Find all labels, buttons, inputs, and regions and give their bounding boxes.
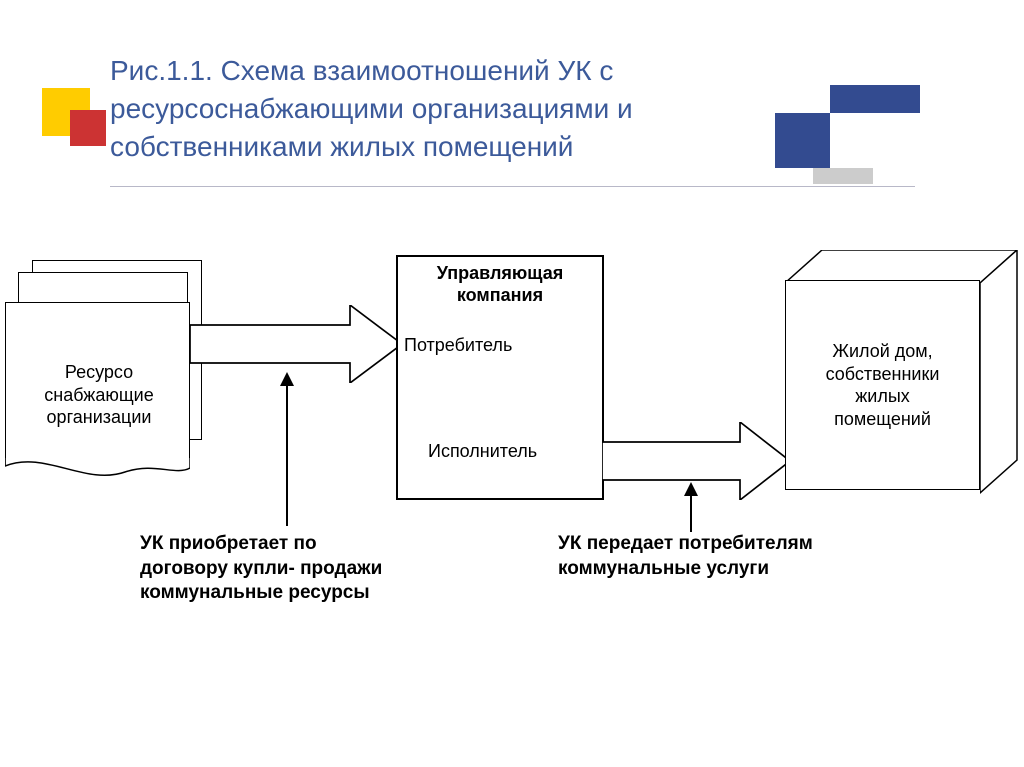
diagram: Ресурсоснабжающиеорганизации Управляющая…: [0, 260, 1024, 660]
supplier-label: Ресурсоснабжающиеорганизации: [24, 361, 174, 429]
pointer-right-head: [684, 482, 698, 496]
doc-wavy-edge: [5, 458, 190, 486]
deco-rect-blue: [830, 85, 920, 113]
slide-title-block: Рис.1.1. Схема взаимоотношений УК с ресу…: [110, 52, 730, 165]
uk-role-consumer: Потребитель: [404, 335, 512, 356]
cube-front-face: Жилой дом,собственникижилыхпомещений: [785, 280, 980, 490]
deco-rect-gray: [813, 168, 873, 184]
cube-side-face: [980, 250, 1020, 494]
uk-role-executor: Исполнитель: [428, 441, 537, 462]
house-label: Жилой дом,собственникижилыхпомещений: [820, 340, 946, 430]
uk-title: Управляющаякомпания: [398, 257, 602, 306]
uk-box: Управляющаякомпания Потребитель Исполнит…: [396, 255, 604, 500]
title-underline: [110, 186, 915, 187]
doc-stack-front: Ресурсоснабжающиеорганизации: [5, 302, 190, 460]
deco-square-red: [70, 110, 106, 146]
arrow-supply-to-uk: [190, 305, 402, 383]
caption-left: УК приобретает подоговору купли- продажи…: [140, 532, 430, 606]
pointer-left-line: [286, 386, 288, 526]
pointer-right-line: [690, 496, 692, 532]
slide-title: Рис.1.1. Схема взаимоотношений УК с ресу…: [110, 52, 730, 165]
deco-square-blue: [775, 113, 830, 168]
caption-right: УК передает потребителямкоммунальные усл…: [558, 532, 888, 581]
pointer-left-head: [280, 372, 294, 386]
